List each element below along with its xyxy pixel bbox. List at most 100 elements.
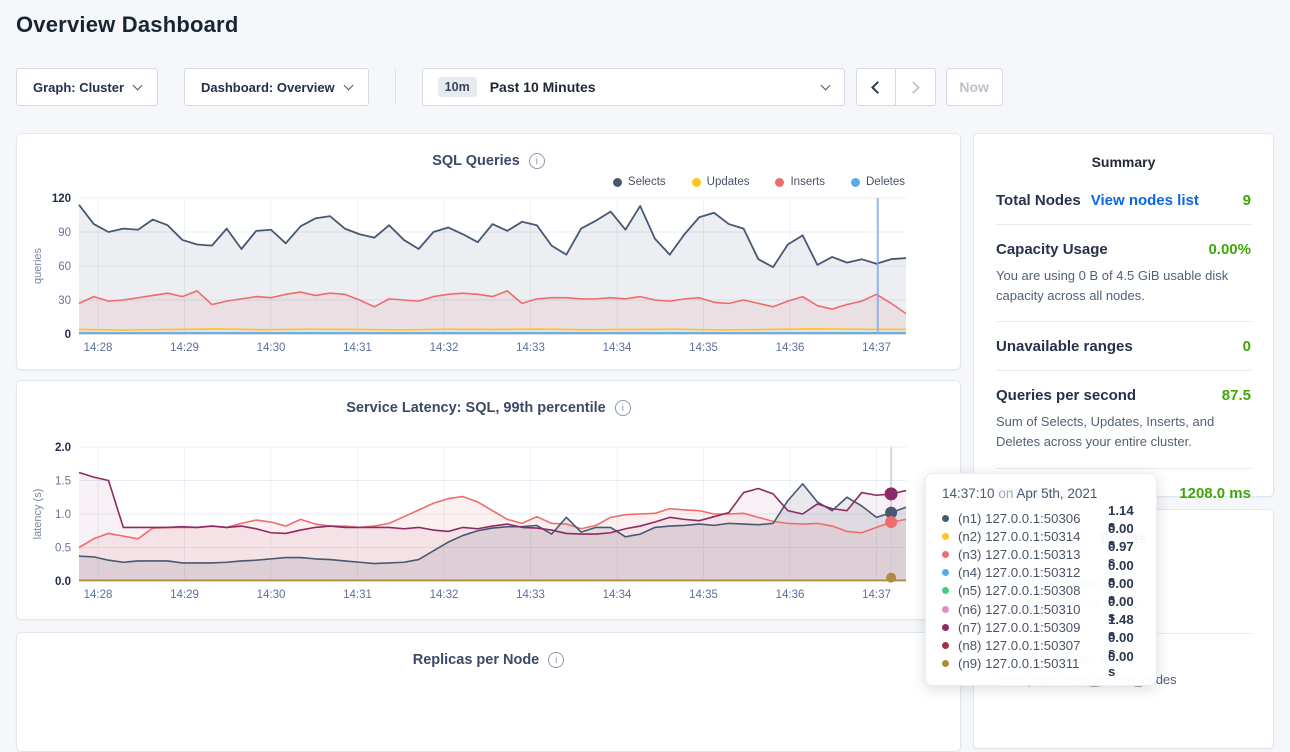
service-latency-chart[interactable]: 14:2814:2914:3014:3114:3214:3314:3414:35…	[17, 381, 962, 621]
svg-text:0: 0	[65, 329, 71, 341]
svg-text:14:30: 14:30	[257, 342, 286, 354]
summary-stat-row: Unavailable ranges 0	[996, 322, 1251, 371]
svg-text:queries: queries	[32, 247, 44, 284]
summary-stats: Total Nodes View nodes list 9 Capacity Usag…	[974, 170, 1273, 517]
time-next-button[interactable]	[896, 68, 936, 106]
svg-text:1.5: 1.5	[55, 476, 71, 488]
svg-text:30: 30	[58, 295, 71, 307]
svg-text:14:28: 14:28	[84, 589, 113, 601]
node-color-dot-icon	[942, 569, 949, 576]
dashboard-dropdown-label: Dashboard: Overview	[201, 80, 335, 95]
time-range-dropdown[interactable]: 10m Past 10 Minutes	[422, 68, 845, 106]
svg-text:14:31: 14:31	[343, 589, 372, 601]
tooltip-node-label: (n8) 127.0.0.1:50307	[958, 638, 1108, 653]
stat-description: Sum of Selects, Updates, Inserts, and De…	[996, 412, 1251, 452]
summary-stat-row: Total Nodes View nodes list 9	[996, 176, 1251, 225]
svg-text:14:36: 14:36	[776, 342, 805, 354]
tooltip-node-label: (n5) 127.0.0.1:50308	[958, 583, 1108, 598]
tooltip-node-label: (n6) 127.0.0.1:50310	[958, 602, 1108, 617]
page-title: Overview Dashboard	[16, 12, 238, 38]
stat-value: 0.00%	[1208, 241, 1251, 258]
info-icon[interactable]: i	[548, 652, 564, 668]
svg-text:0.0: 0.0	[55, 576, 71, 588]
hover-dot	[886, 573, 896, 583]
time-range-label: Past 10 Minutes	[490, 79, 596, 95]
svg-text:14:32: 14:32	[430, 342, 459, 354]
chevron-down-icon	[343, 80, 353, 90]
svg-text:14:29: 14:29	[170, 589, 199, 601]
tooltip-node-label: (n3) 127.0.0.1:50313	[958, 547, 1108, 562]
stat-description: You are using 0 B of 4.5 GiB usable disk…	[996, 266, 1251, 306]
replicas-per-node-title: Replicas per Node	[413, 652, 540, 668]
tooltip-date: Apr 5th, 2021	[1016, 486, 1097, 501]
stat-value: 9	[1243, 192, 1251, 209]
tooltip-node-value: 0.00 s	[1108, 649, 1140, 679]
svg-text:90: 90	[58, 227, 71, 239]
svg-text:2.0: 2.0	[55, 442, 71, 454]
svg-text:14:33: 14:33	[516, 342, 545, 354]
tooltip-node-row: (n9) 127.0.0.1:503110.00 s	[942, 655, 1140, 673]
svg-text:14:32: 14:32	[430, 589, 459, 601]
svg-text:14:35: 14:35	[689, 342, 718, 354]
tooltip-node-label: (n2) 127.0.0.1:50314	[958, 529, 1108, 544]
svg-text:14:31: 14:31	[343, 342, 372, 354]
summary-panel: Summary Total Nodes View nodes list 9 Capac…	[973, 133, 1274, 497]
node-color-dot-icon	[942, 642, 949, 649]
sql-queries-panel: SQL Queries i SelectsUpdatesInsertsDelet…	[16, 133, 961, 370]
svg-text:14:30: 14:30	[257, 589, 286, 601]
stat-label: Capacity Usage	[996, 241, 1108, 258]
svg-text:14:29: 14:29	[170, 342, 199, 354]
chevron-down-icon	[133, 80, 143, 90]
service-latency-panel: Service Latency: SQL, 99th percentile i …	[16, 380, 961, 620]
svg-text:14:28: 14:28	[84, 342, 113, 354]
tooltip-node-label: (n4) 127.0.0.1:50312	[958, 565, 1108, 580]
chevron-down-icon	[820, 80, 830, 90]
hover-dot	[885, 516, 897, 528]
node-color-dot-icon	[942, 551, 949, 558]
node-color-dot-icon	[942, 515, 949, 522]
stat-value: 87.5	[1222, 387, 1251, 404]
tooltip-node-label: (n9) 127.0.0.1:50311	[958, 656, 1108, 671]
tooltip-on: on	[998, 486, 1013, 501]
time-prev-button[interactable]	[856, 68, 896, 106]
dashboard-dropdown[interactable]: Dashboard: Overview	[184, 68, 369, 106]
time-nav-group	[856, 68, 936, 106]
tooltip-time: 14:37:10	[942, 486, 995, 501]
svg-text:120: 120	[52, 193, 71, 205]
chevron-left-icon	[871, 81, 884, 94]
stat-label: Total Nodes	[996, 192, 1081, 209]
sql-queries-chart[interactable]: 14:28 14:29 14:30 14:31 14:32 14:33 14:34 14:35…	[17, 134, 962, 371]
svg-text:1.0: 1.0	[55, 509, 71, 521]
tooltip-rows: (n1) 127.0.0.1:503061.14 s(n2) 127.0.0.1…	[942, 509, 1140, 673]
chart-hover-tooltip: 14:37:10 on Apr 5th, 2021 (n1) 127.0.0.1…	[925, 473, 1157, 686]
summary-stat-main: Queries per second 87.5	[996, 387, 1251, 404]
stat-label: Unavailable ranges	[996, 338, 1133, 355]
view-nodes-list-link[interactable]: View nodes list	[1091, 192, 1199, 209]
svg-text:14:35: 14:35	[689, 589, 718, 601]
svg-text:14:37: 14:37	[862, 342, 891, 354]
tooltip-timestamp: 14:37:10 on Apr 5th, 2021	[942, 486, 1140, 501]
hover-dot	[885, 487, 898, 500]
svg-text:14:34: 14:34	[603, 589, 632, 601]
svg-text:latency (s): latency (s)	[32, 489, 44, 540]
now-button[interactable]: Now	[946, 68, 1003, 106]
graph-dropdown[interactable]: Graph: Cluster	[16, 68, 158, 106]
svg-text:14:34: 14:34	[603, 342, 632, 354]
controls-bar: Graph: Cluster Dashboard: Overview 10m P…	[16, 68, 1003, 106]
time-range-badge: 10m	[438, 77, 477, 97]
tooltip-node-label: (n1) 127.0.0.1:50306	[958, 511, 1108, 526]
node-color-dot-icon	[942, 660, 949, 667]
node-color-dot-icon	[942, 606, 949, 613]
stat-value: 1208.0 ms	[1179, 485, 1251, 502]
summary-stat-row: Queries per second 87.5 Sum of Selects, Up…	[996, 371, 1251, 468]
summary-stat-main: Capacity Usage 0.00%	[996, 241, 1251, 258]
divider	[395, 69, 396, 105]
replicas-per-node-panel: Replicas per Node i	[16, 632, 961, 752]
node-color-dot-icon	[942, 533, 949, 540]
stat-value: 0	[1243, 338, 1251, 355]
stat-label: Queries per second	[996, 387, 1136, 404]
svg-text:0.5: 0.5	[55, 543, 71, 555]
graph-dropdown-label: Graph: Cluster	[33, 80, 124, 95]
svg-text:60: 60	[58, 261, 71, 273]
summary-title: Summary	[974, 134, 1273, 170]
